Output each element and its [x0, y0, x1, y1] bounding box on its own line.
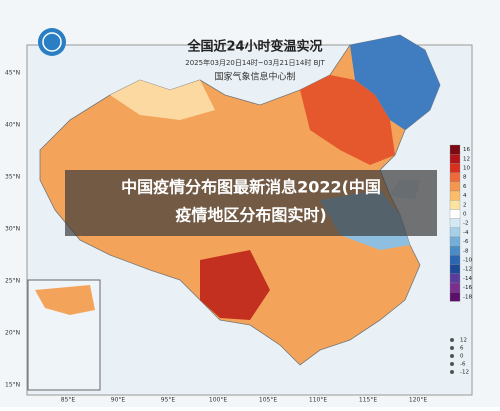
scale-label: 0 — [460, 354, 464, 360]
lon-label: 90°E — [111, 397, 126, 404]
legend-swatch — [449, 292, 461, 302]
legend-swatch — [449, 181, 461, 192]
scale-symbol — [450, 362, 454, 366]
legend-swatch — [449, 255, 461, 265]
caption: 疫情地区分布图实时) — [175, 206, 326, 225]
lon-label: 95°E — [161, 397, 176, 404]
northeast-cold — [350, 35, 440, 130]
lat-labels: 45°N 40°N 35°N 30°N 25°N 20°N 15°N — [5, 70, 20, 389]
scale-symbol — [450, 346, 454, 350]
lon-label: 85°E — [61, 397, 76, 404]
scale-label: -12 — [460, 370, 469, 376]
caption-band — [65, 170, 437, 236]
legend-swatch — [449, 209, 461, 219]
legend-label: 0 — [463, 212, 467, 218]
legend-label: -8 — [463, 248, 469, 254]
lat-label: 45°N — [5, 70, 20, 77]
legend-label: 16 — [463, 147, 470, 153]
legend-label: -2 — [463, 221, 468, 227]
logo — [38, 28, 66, 56]
legend-swatch — [449, 264, 461, 274]
legend-swatch — [449, 144, 461, 155]
lat-label: 40°N — [5, 122, 20, 129]
legend-swatch — [449, 218, 461, 228]
legend-label: -12 — [463, 267, 472, 273]
legend-label: 4 — [463, 193, 467, 199]
north-warm — [300, 75, 395, 165]
legend-swatch — [449, 190, 461, 201]
lat-label: 15°N — [5, 382, 20, 389]
legend-swatch — [449, 172, 461, 182]
legend-swatch — [449, 227, 461, 238]
lon-label: 120°E — [409, 397, 427, 404]
lon-labels: 85°E 90°E 95°E 100°E 105°E 110°E 115°E 120°E — [61, 397, 428, 404]
lon-label: 110°E — [309, 397, 327, 404]
legend-label: -14 — [463, 276, 472, 282]
legend: 16 12 10 8 6 4 2 0 -2 -4 -6 -8 -10 -12 -14 -16 -18 — [449, 144, 472, 302]
legend-label: -16 — [463, 285, 472, 291]
lat-label: 25°N — [5, 278, 20, 285]
lat-label: 35°N — [5, 174, 20, 181]
legend-label: 10 — [463, 166, 470, 172]
legend-label: 6 — [463, 184, 467, 190]
legend-swatch — [449, 282, 461, 293]
lon-label: 115°E — [359, 397, 377, 404]
scale-symbol — [450, 354, 454, 358]
legend-swatch — [449, 163, 461, 173]
map-org: 国家气象信息中心制 — [214, 71, 295, 83]
scale-label: -6 — [460, 362, 466, 368]
legend-label: -10 — [463, 258, 472, 264]
scale-legend: 12 6 0 -6 -12 — [450, 338, 469, 376]
legend-label: 8 — [463, 175, 467, 181]
scale-symbol — [450, 338, 454, 342]
inset-land — [35, 285, 95, 315]
northwest-mild — [110, 80, 215, 120]
lat-label: 20°N — [5, 330, 20, 337]
legend-swatch — [449, 273, 461, 284]
scale-label: 6 — [460, 346, 464, 352]
legend-swatch — [449, 246, 461, 256]
logo-ring — [42, 32, 62, 52]
legend-label: 12 — [463, 156, 470, 162]
legend-label: -6 — [463, 239, 469, 245]
legend-label: 2 — [463, 202, 467, 208]
caption: 中国疫情分布图最新消息2022(中国 — [121, 178, 381, 197]
lon-label: 105°E — [259, 397, 277, 404]
legend-label: -18 — [463, 294, 472, 300]
legend-label: -4 — [463, 230, 469, 236]
map-title: 全国近24小时变温实况 — [186, 39, 322, 55]
legend-swatch — [449, 236, 461, 247]
map-subtitle: 2025年03月20日14时~03月21日14时 BJT — [185, 58, 325, 67]
scale-symbol — [450, 370, 454, 374]
legend-swatch — [449, 154, 461, 164]
lon-label: 100°E — [209, 397, 227, 404]
lat-label: 30°N — [5, 226, 20, 233]
southwest-warm — [200, 250, 270, 320]
legend-swatch — [449, 200, 461, 210]
scale-label: 12 — [460, 338, 467, 344]
